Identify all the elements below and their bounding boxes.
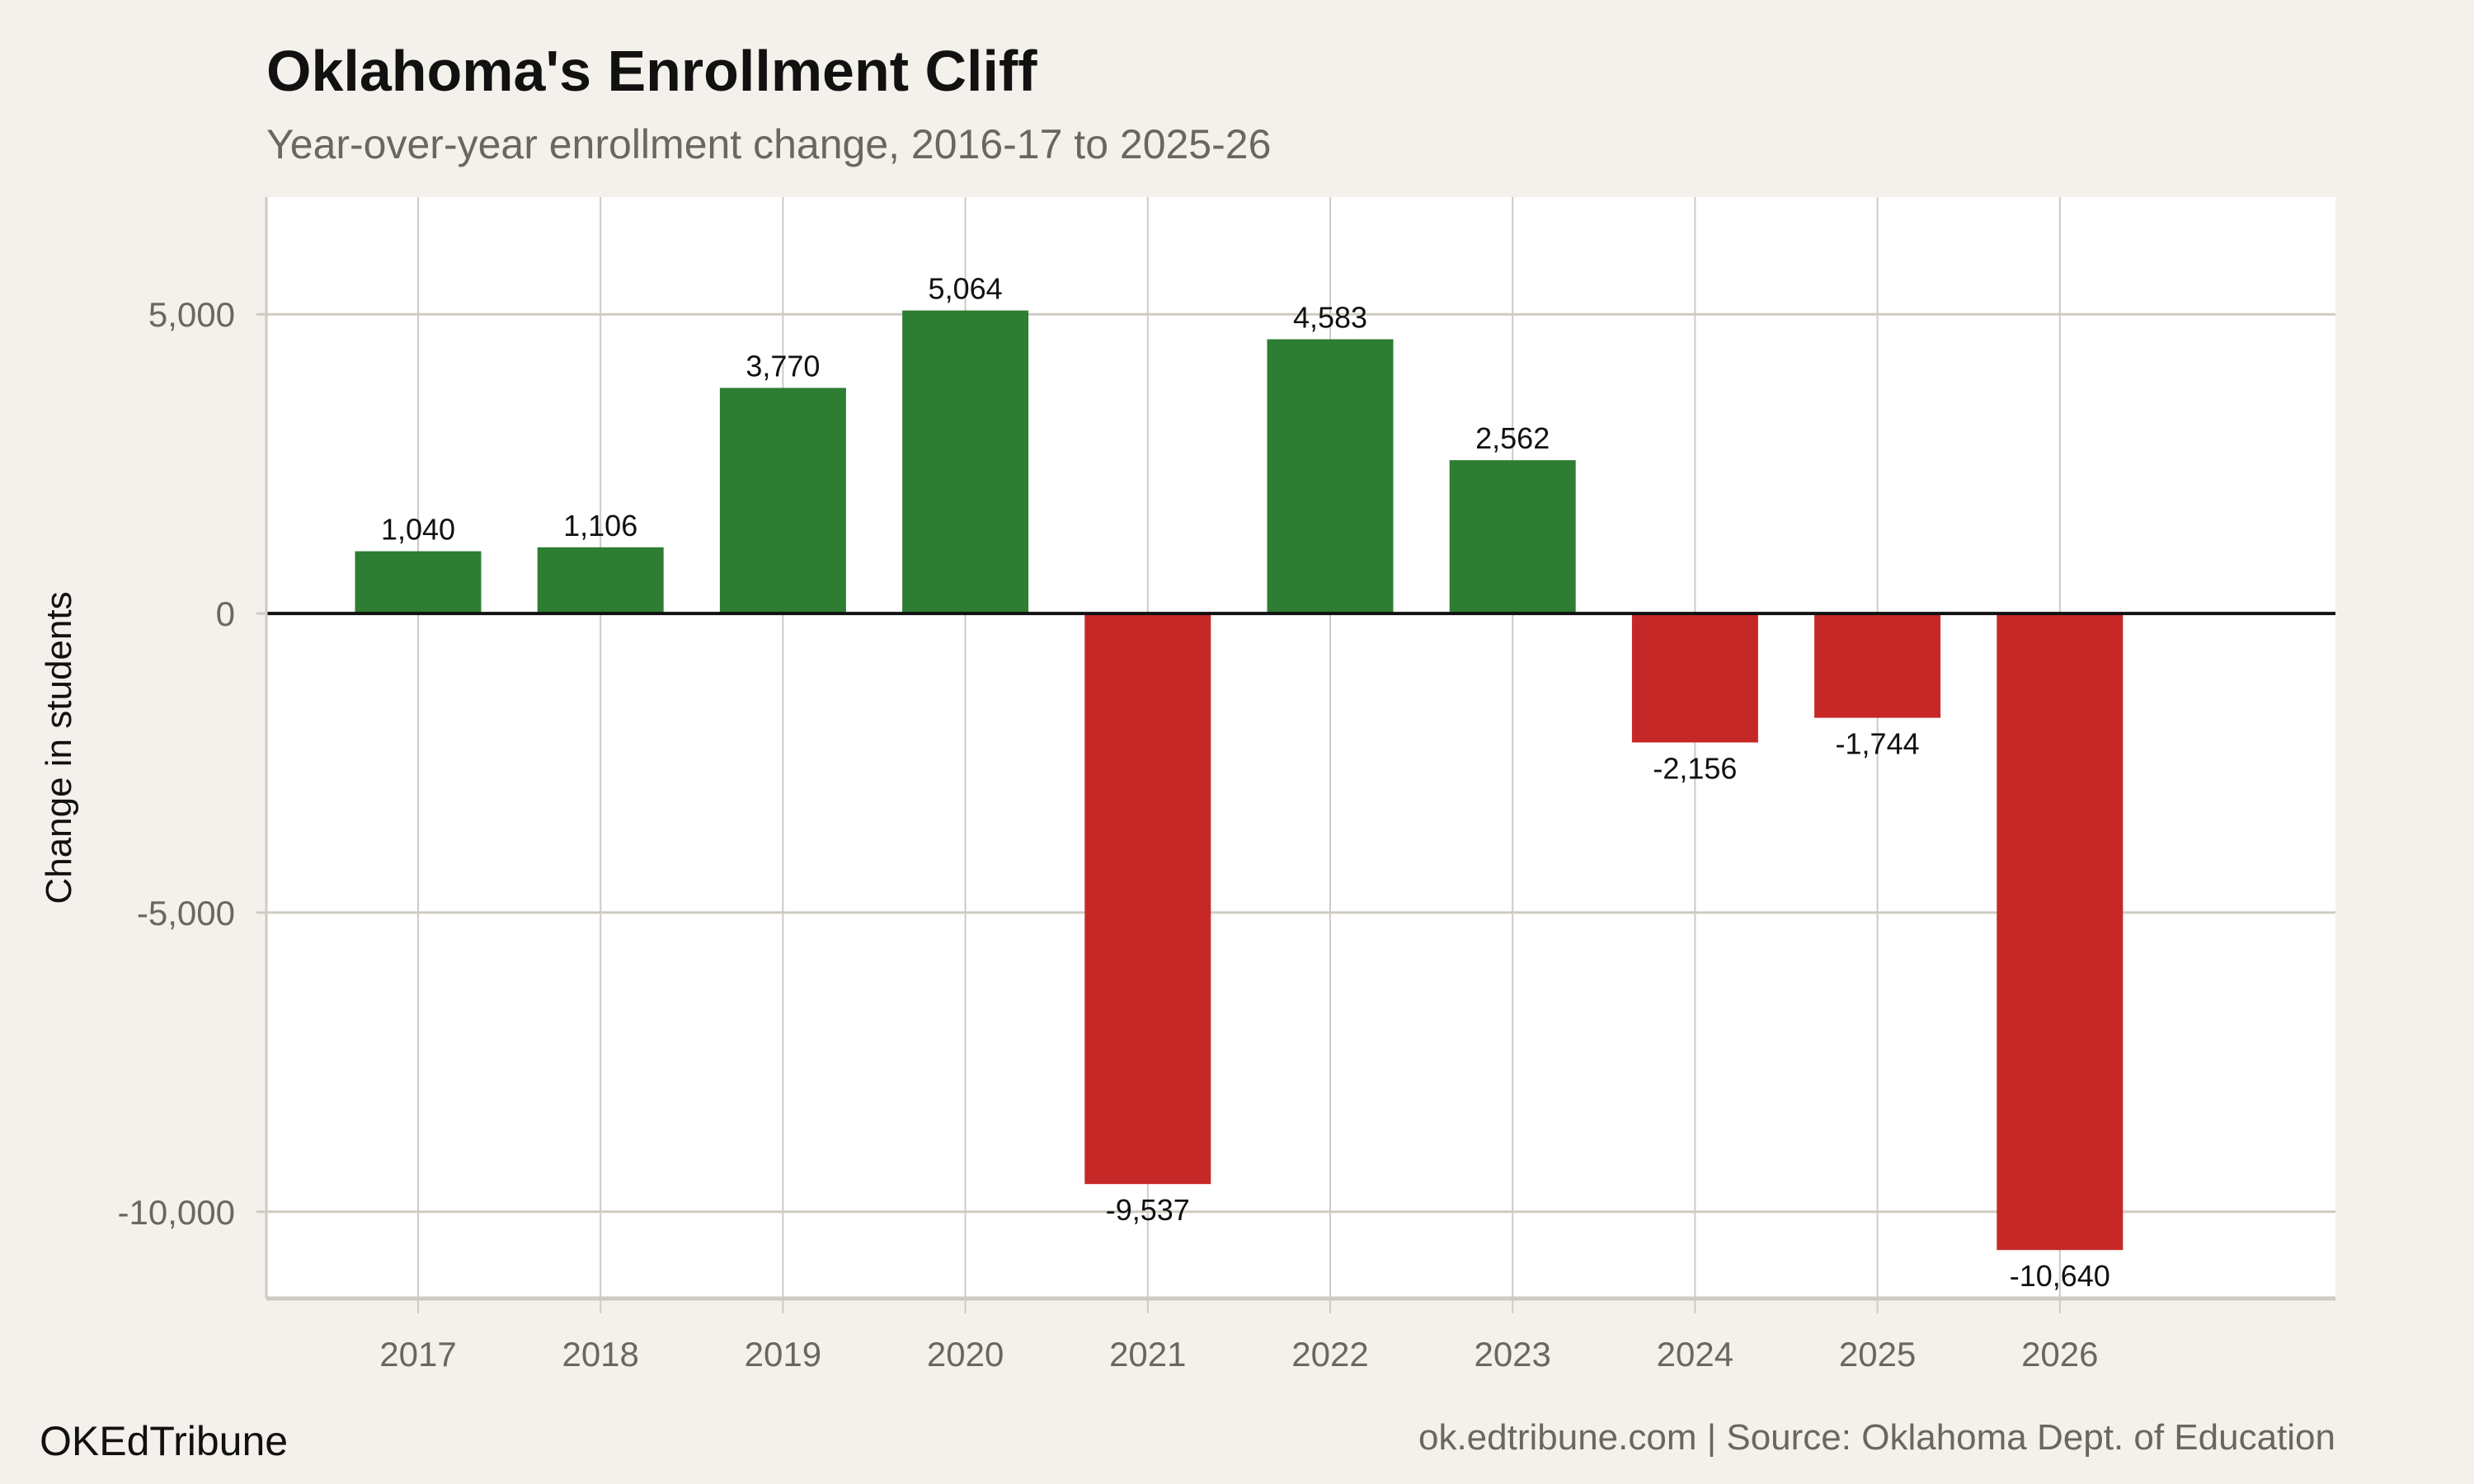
x-tick-label: 2022 — [1291, 1335, 1368, 1374]
x-tick-label: 2021 — [1109, 1335, 1186, 1374]
bar-2024 — [1631, 613, 1758, 743]
data-label: -1,744 — [1836, 727, 1920, 761]
data-label: -9,537 — [1106, 1193, 1190, 1227]
data-label: -2,156 — [1653, 752, 1737, 786]
brand-logo-text: OKEdTribune — [40, 1418, 288, 1464]
y-tick-label: 5,000 — [148, 295, 235, 334]
chart-subtitle: Year-over-year enrollment change, 2016-1… — [266, 121, 1271, 167]
bar-2021 — [1084, 613, 1211, 1185]
x-tick-label: 2025 — [1839, 1335, 1916, 1374]
axes: -10,000 -5,000 0 5,000 2017 2018 2019 2020 2021 2… — [118, 197, 2335, 1374]
bar-2017 — [355, 551, 482, 614]
x-tick-label: 2026 — [2021, 1335, 2098, 1374]
bar-2020 — [902, 310, 1029, 614]
y-tick-label: -5,000 — [137, 894, 235, 932]
data-label: 3,770 — [745, 349, 820, 383]
x-tick-label: 2024 — [1657, 1335, 1733, 1374]
data-label: 2,562 — [1475, 421, 1550, 455]
bar-2025 — [1814, 613, 1941, 718]
x-tick-label: 2020 — [927, 1335, 1004, 1374]
source-note: ok.edtribune.com | Source: Oklahoma Dept… — [1418, 1417, 2335, 1458]
bar-2023 — [1449, 460, 1576, 614]
x-tick-label: 2017 — [379, 1335, 456, 1374]
bar-2019 — [719, 387, 846, 614]
bar-2022 — [1267, 339, 1394, 614]
bar-2026 — [1997, 613, 2124, 1251]
y-tick-label: 0 — [216, 594, 235, 633]
x-tick-label: 2019 — [745, 1335, 821, 1374]
bars — [355, 310, 2124, 1251]
chart-title: Oklahoma's Enrollment Cliff — [266, 39, 1037, 103]
bar-2018 — [537, 547, 664, 614]
data-label: -10,640 — [2010, 1259, 2110, 1293]
y-tick-label: -10,000 — [118, 1193, 235, 1232]
data-label: 5,064 — [929, 272, 1003, 306]
x-tick-label: 2018 — [562, 1335, 638, 1374]
data-labels: 1,040 1,106 3,770 5,064 -9,537 4,583 2,562 -2,1… — [381, 272, 2110, 1294]
y-axis-label: Change in students — [39, 591, 79, 904]
data-label: 1,106 — [563, 509, 637, 542]
data-label: 1,040 — [381, 513, 455, 547]
data-label: 4,583 — [1293, 300, 1367, 334]
x-tick-label: 2023 — [1474, 1335, 1550, 1374]
